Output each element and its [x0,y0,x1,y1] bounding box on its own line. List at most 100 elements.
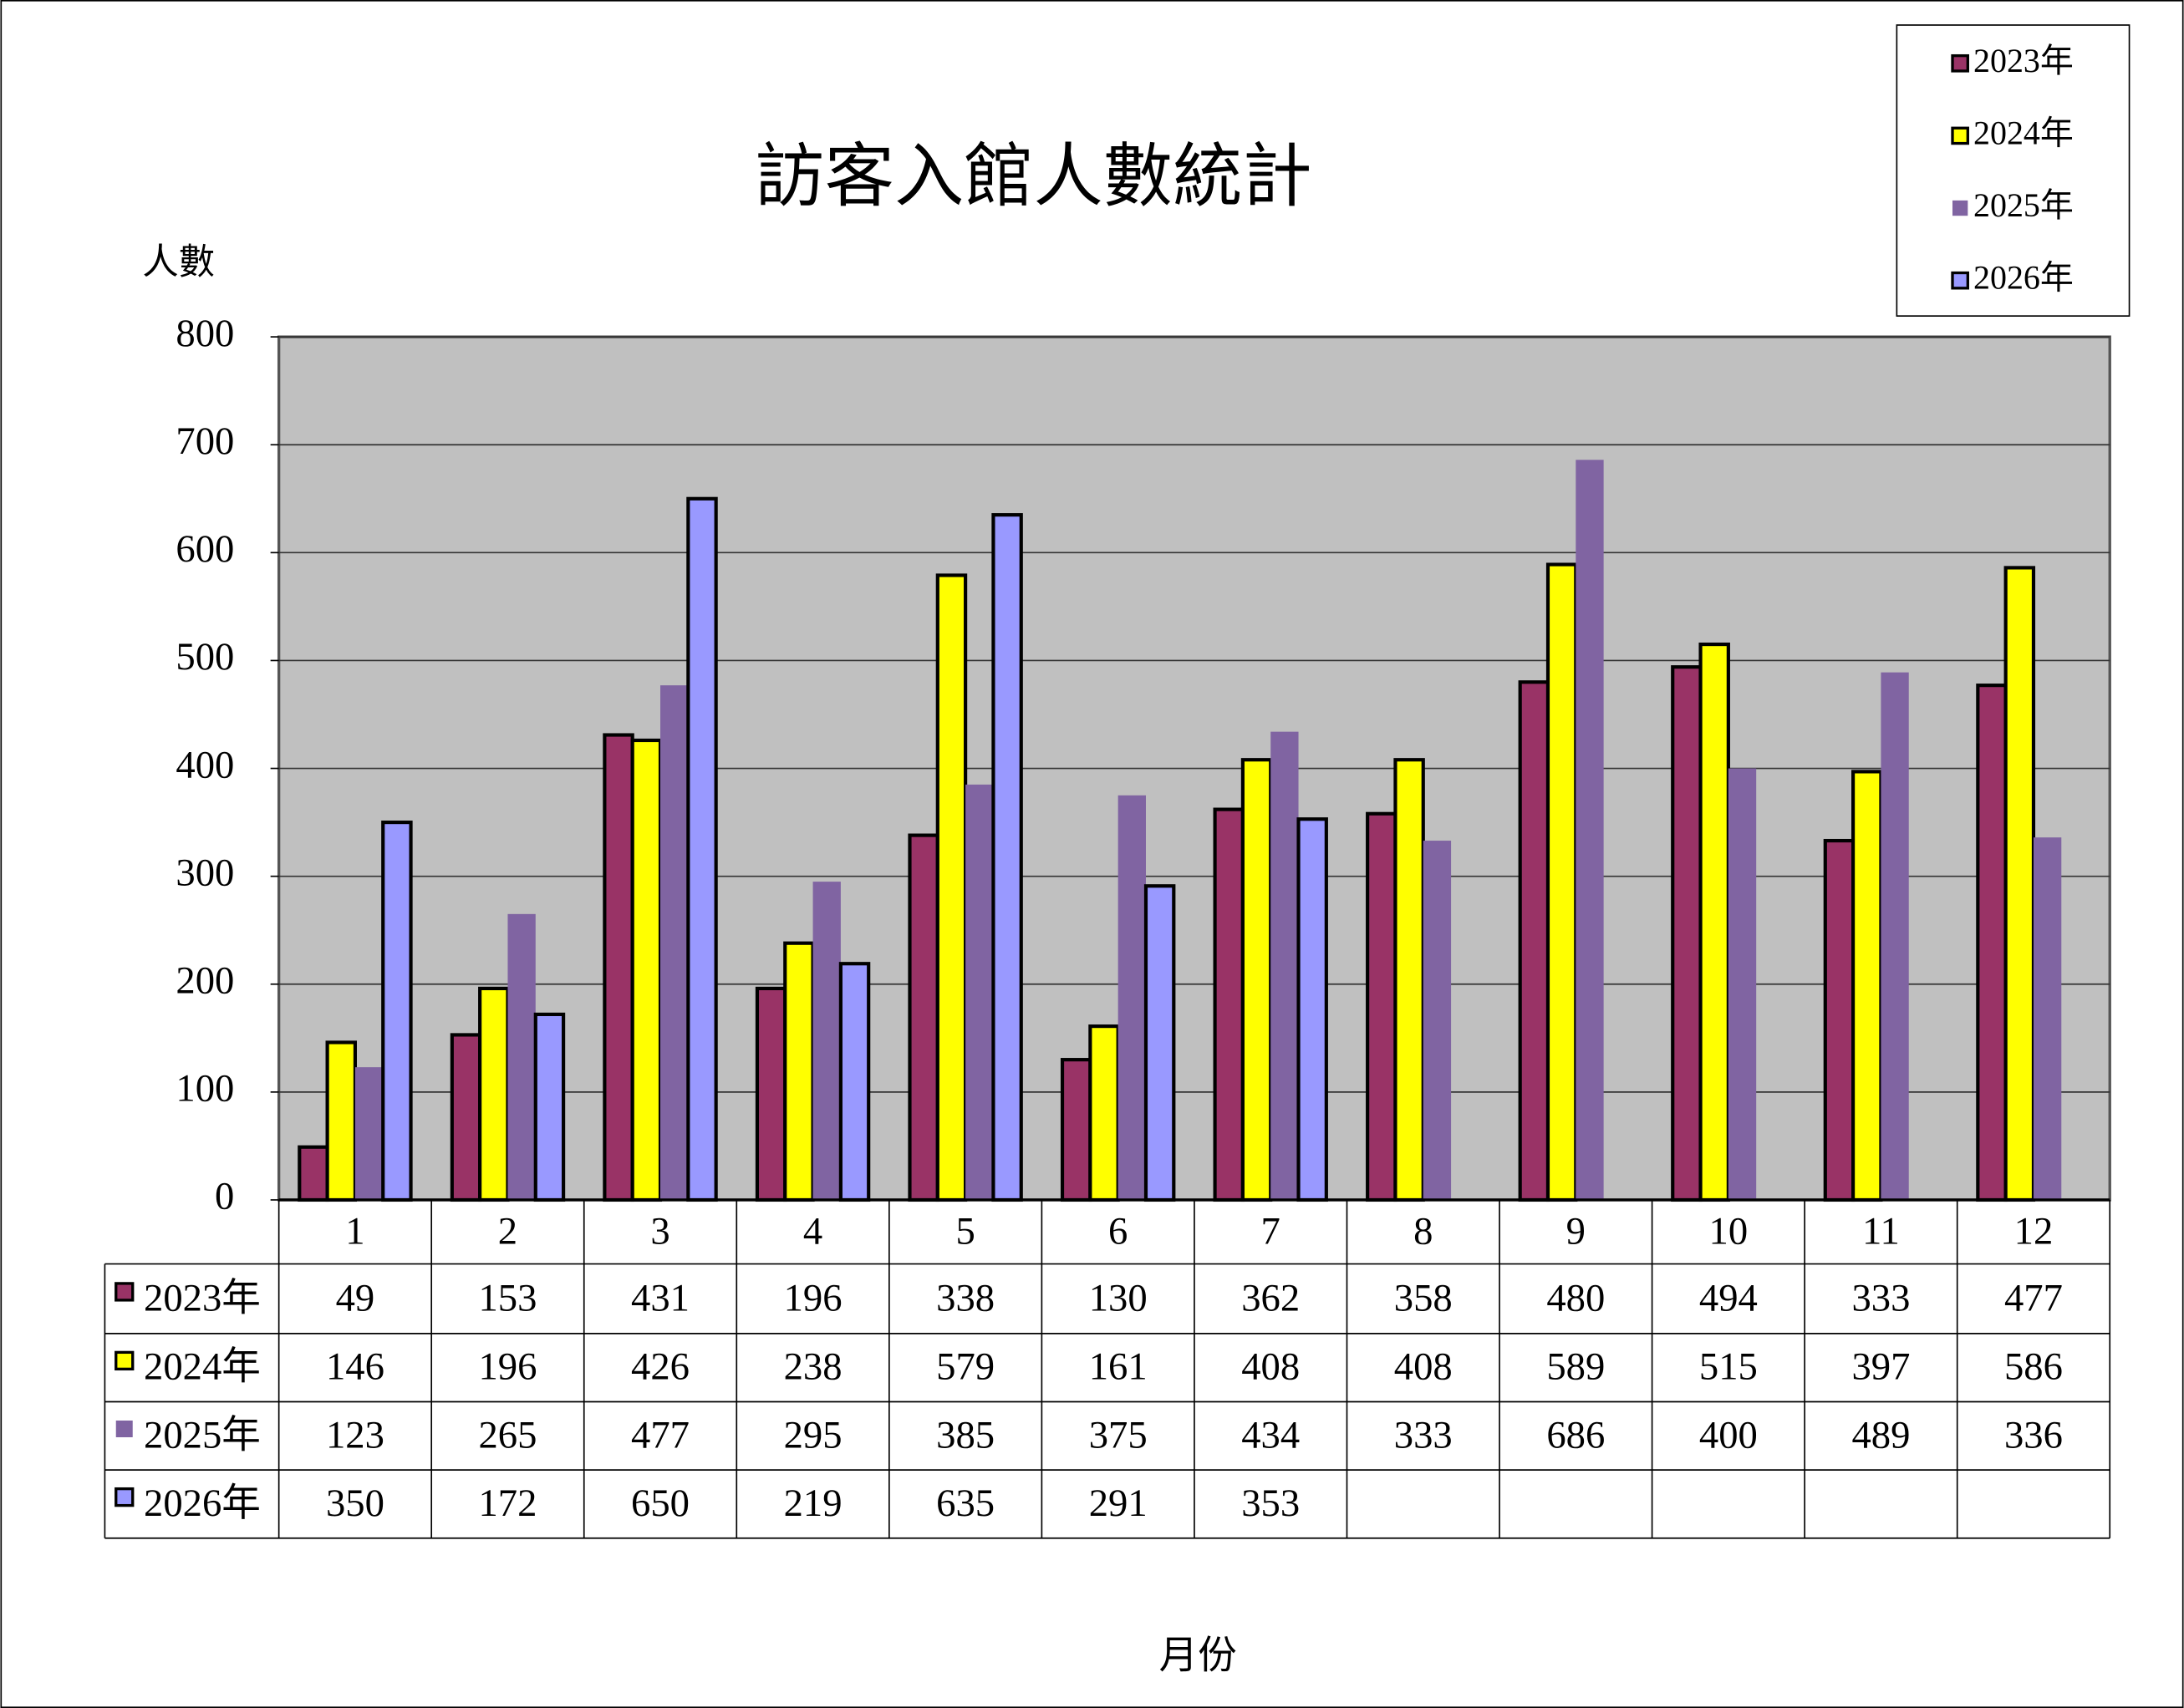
table-value: 650 [631,1482,690,1525]
x-tick-label: 5 [955,1209,975,1253]
bar [1671,665,1703,1202]
bar [1296,817,1328,1202]
bar [660,685,689,1200]
bar [908,833,939,1202]
table-value: 219 [784,1482,843,1525]
table-value: 333 [1851,1276,1910,1319]
legend-box [1896,24,2131,317]
bar [1393,758,1425,1202]
legend-swatch [1951,53,1969,73]
table-value: 338 [936,1276,995,1319]
table-value: 589 [1546,1345,1605,1389]
bar [1366,811,1397,1202]
legend-label: 2025年 [1973,186,2074,224]
y-tick-label: 800 [176,312,234,355]
bar [354,1067,384,1200]
table-value: 238 [784,1345,843,1389]
table-value: 480 [1546,1276,1605,1319]
table-row-label: 2024年 [144,1345,261,1389]
bar [991,513,1023,1202]
legend-swatch [1951,271,1969,290]
y-tick-label: 600 [176,527,234,571]
bar [603,733,634,1202]
table-value: 385 [936,1413,995,1456]
bar [1576,460,1604,1200]
bar [1240,758,1273,1202]
table-value: 291 [1089,1482,1148,1525]
table-value: 686 [1546,1413,1605,1456]
table-value: 494 [1699,1276,1758,1319]
bar [686,496,718,1202]
table-value: 172 [478,1482,537,1525]
y-axis-label: 人數 [142,241,215,283]
x-tick-label: 3 [650,1209,669,1253]
table-value: 353 [1241,1482,1300,1525]
x-tick-label: 11 [1862,1209,1900,1253]
x-tick-label: 7 [1261,1209,1280,1253]
x-tick-label: 10 [1709,1209,1749,1253]
x-axis-label: 月份 [1158,1633,1236,1678]
x-tick-label: 1 [345,1209,364,1253]
table-value: 489 [1851,1413,1910,1456]
bar [2033,837,2062,1200]
table-value: 586 [2004,1345,2063,1389]
table-row-label: 2023年 [144,1276,261,1319]
y-tick-label: 100 [176,1067,234,1111]
y-tick-label: 400 [176,743,234,786]
bar [1545,562,1578,1202]
bar [1698,642,1730,1202]
table-value: 336 [2004,1413,2063,1456]
bar [1881,672,1909,1200]
legend-swatch [1952,200,1968,216]
y-tick-label: 300 [176,851,234,894]
table-value: 397 [1851,1345,1910,1389]
bar [298,1145,329,1202]
table-value: 350 [326,1482,384,1525]
x-tick-label: 9 [1566,1209,1586,1253]
bar [812,882,841,1200]
legend-swatch [1951,126,1969,145]
bar [1976,684,2008,1202]
table-value: 146 [326,1345,384,1389]
bar [935,573,968,1202]
table-value: 123 [326,1413,384,1456]
bar [1728,768,1757,1200]
bar [1518,680,1550,1202]
bar [478,986,510,1202]
y-tick-label: 200 [176,958,234,1002]
bar [783,941,815,1202]
table-swatch [115,1282,135,1302]
bar [630,738,663,1202]
table-value: 333 [1394,1413,1453,1456]
bar [755,986,787,1202]
chart-title: 訪客入館人數統計 [755,135,1311,216]
table-value: 375 [1089,1413,1148,1456]
table-swatch [115,1487,135,1507]
bar [325,1040,357,1202]
table-value: 408 [1394,1345,1453,1389]
y-tick-label: 0 [215,1175,234,1218]
bar [965,784,994,1200]
table-value: 196 [784,1276,843,1319]
table-value: 579 [936,1345,995,1389]
bar [1270,731,1299,1200]
bar [838,962,871,1202]
table-value: 295 [784,1413,843,1456]
table-row-label: 2026年 [144,1482,261,1525]
table-value: 400 [1699,1413,1758,1456]
bar [507,913,536,1200]
table-value: 408 [1241,1345,1300,1389]
table-value: 431 [631,1276,690,1319]
table-value: 477 [2004,1276,2063,1319]
table-value: 426 [631,1345,690,1389]
bar [1060,1058,1092,1202]
x-tick-label: 2 [498,1209,517,1253]
bar [381,821,413,1202]
bar [1143,884,1176,1202]
x-tick-label: 6 [1108,1209,1128,1253]
bar [1423,841,1452,1200]
x-tick-label: 8 [1413,1209,1433,1253]
x-tick-label: 12 [2014,1209,2054,1253]
bar [1088,1024,1120,1202]
